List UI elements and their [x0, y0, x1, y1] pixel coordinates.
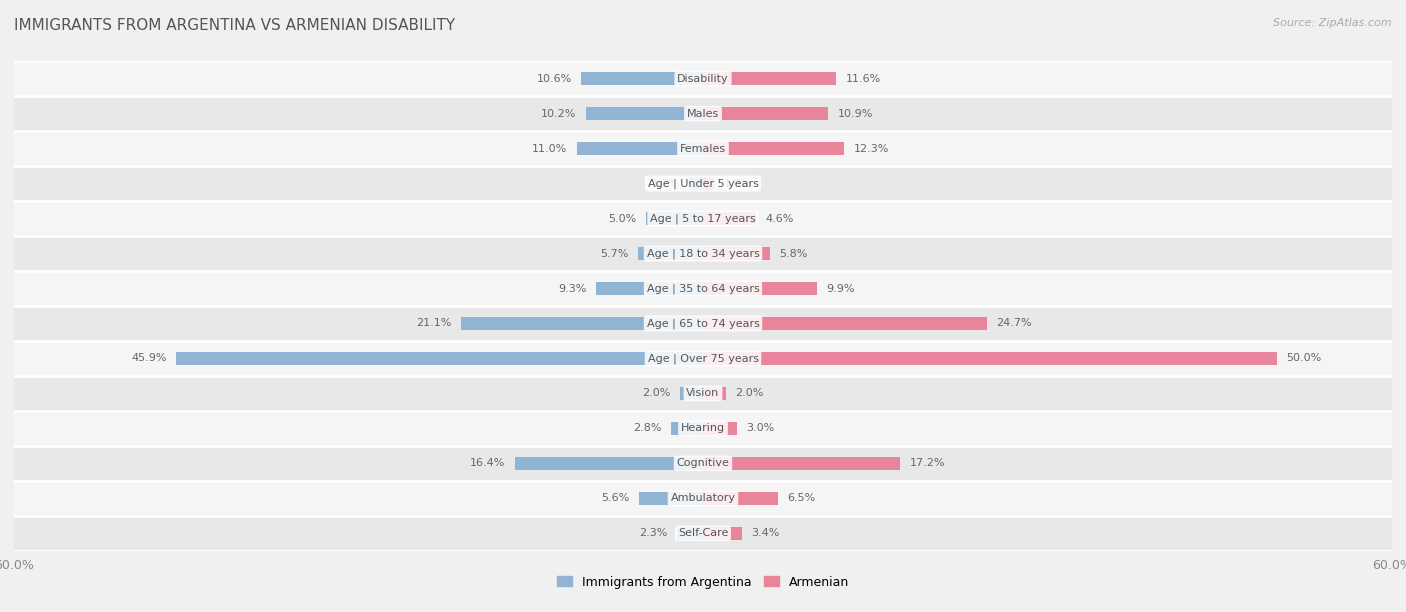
Text: Females: Females: [681, 144, 725, 154]
Text: Source: ZipAtlas.com: Source: ZipAtlas.com: [1274, 18, 1392, 28]
Text: 11.0%: 11.0%: [533, 144, 568, 154]
Text: 9.9%: 9.9%: [825, 283, 855, 294]
Bar: [703, 282, 817, 295]
Bar: [14, 96, 1392, 131]
Text: Age | Under 5 years: Age | Under 5 years: [648, 178, 758, 189]
Bar: [581, 72, 703, 85]
Bar: [703, 352, 1277, 365]
Text: Hearing: Hearing: [681, 424, 725, 433]
Bar: [703, 142, 844, 155]
Text: 2.0%: 2.0%: [643, 389, 671, 398]
Text: 4.6%: 4.6%: [765, 214, 793, 223]
Bar: [14, 271, 1392, 306]
Text: Self-Care: Self-Care: [678, 528, 728, 539]
Bar: [681, 387, 703, 400]
Bar: [703, 457, 900, 470]
Bar: [515, 457, 703, 470]
Bar: [14, 236, 1392, 271]
Text: Age | 5 to 17 years: Age | 5 to 17 years: [650, 214, 756, 224]
Text: Vision: Vision: [686, 389, 720, 398]
Text: 2.8%: 2.8%: [633, 424, 662, 433]
Bar: [689, 177, 703, 190]
Bar: [14, 481, 1392, 516]
Bar: [703, 247, 769, 260]
Text: 5.7%: 5.7%: [600, 248, 628, 258]
Bar: [14, 131, 1392, 166]
Bar: [676, 527, 703, 540]
Bar: [461, 317, 703, 330]
Text: 2.3%: 2.3%: [640, 528, 668, 539]
Text: Males: Males: [688, 109, 718, 119]
Text: Cognitive: Cognitive: [676, 458, 730, 468]
Text: 5.6%: 5.6%: [602, 493, 630, 503]
Text: 10.6%: 10.6%: [537, 73, 572, 84]
Bar: [14, 201, 1392, 236]
Text: Age | 35 to 64 years: Age | 35 to 64 years: [647, 283, 759, 294]
Text: 3.0%: 3.0%: [747, 424, 775, 433]
Bar: [703, 491, 778, 505]
Text: Age | Over 75 years: Age | Over 75 years: [648, 353, 758, 364]
Bar: [703, 72, 837, 85]
Text: 21.1%: 21.1%: [416, 318, 451, 329]
Text: IMMIGRANTS FROM ARGENTINA VS ARMENIAN DISABILITY: IMMIGRANTS FROM ARGENTINA VS ARMENIAN DI…: [14, 18, 456, 34]
Text: 10.9%: 10.9%: [838, 109, 873, 119]
Text: Disability: Disability: [678, 73, 728, 84]
Bar: [703, 212, 756, 225]
Bar: [645, 212, 703, 225]
Text: 17.2%: 17.2%: [910, 458, 945, 468]
Text: 9.3%: 9.3%: [558, 283, 588, 294]
Text: 45.9%: 45.9%: [131, 354, 167, 364]
Text: Age | 65 to 74 years: Age | 65 to 74 years: [647, 318, 759, 329]
Bar: [14, 341, 1392, 376]
Bar: [14, 166, 1392, 201]
Bar: [576, 142, 703, 155]
Legend: Immigrants from Argentina, Armenian: Immigrants from Argentina, Armenian: [551, 570, 855, 594]
Text: 11.6%: 11.6%: [845, 73, 880, 84]
Text: 24.7%: 24.7%: [995, 318, 1032, 329]
Text: 6.5%: 6.5%: [787, 493, 815, 503]
Text: 1.0%: 1.0%: [724, 179, 752, 188]
Bar: [637, 247, 703, 260]
Text: Age | 18 to 34 years: Age | 18 to 34 years: [647, 248, 759, 259]
Bar: [14, 61, 1392, 96]
Bar: [703, 107, 828, 121]
Bar: [638, 491, 703, 505]
Bar: [14, 306, 1392, 341]
Bar: [703, 387, 725, 400]
Bar: [14, 516, 1392, 551]
Bar: [14, 446, 1392, 481]
Bar: [703, 317, 987, 330]
Text: 1.2%: 1.2%: [651, 179, 681, 188]
Bar: [671, 422, 703, 435]
Bar: [703, 527, 742, 540]
Text: 16.4%: 16.4%: [470, 458, 506, 468]
Text: 5.8%: 5.8%: [779, 248, 807, 258]
Text: 2.0%: 2.0%: [735, 389, 763, 398]
Bar: [703, 422, 738, 435]
Bar: [596, 282, 703, 295]
Text: 50.0%: 50.0%: [1286, 354, 1322, 364]
Text: 10.2%: 10.2%: [541, 109, 576, 119]
Text: 12.3%: 12.3%: [853, 144, 889, 154]
Bar: [14, 376, 1392, 411]
Text: Ambulatory: Ambulatory: [671, 493, 735, 503]
Text: 3.4%: 3.4%: [751, 528, 779, 539]
Bar: [14, 411, 1392, 446]
Bar: [176, 352, 703, 365]
Text: 5.0%: 5.0%: [609, 214, 637, 223]
Bar: [586, 107, 703, 121]
Bar: [703, 177, 714, 190]
